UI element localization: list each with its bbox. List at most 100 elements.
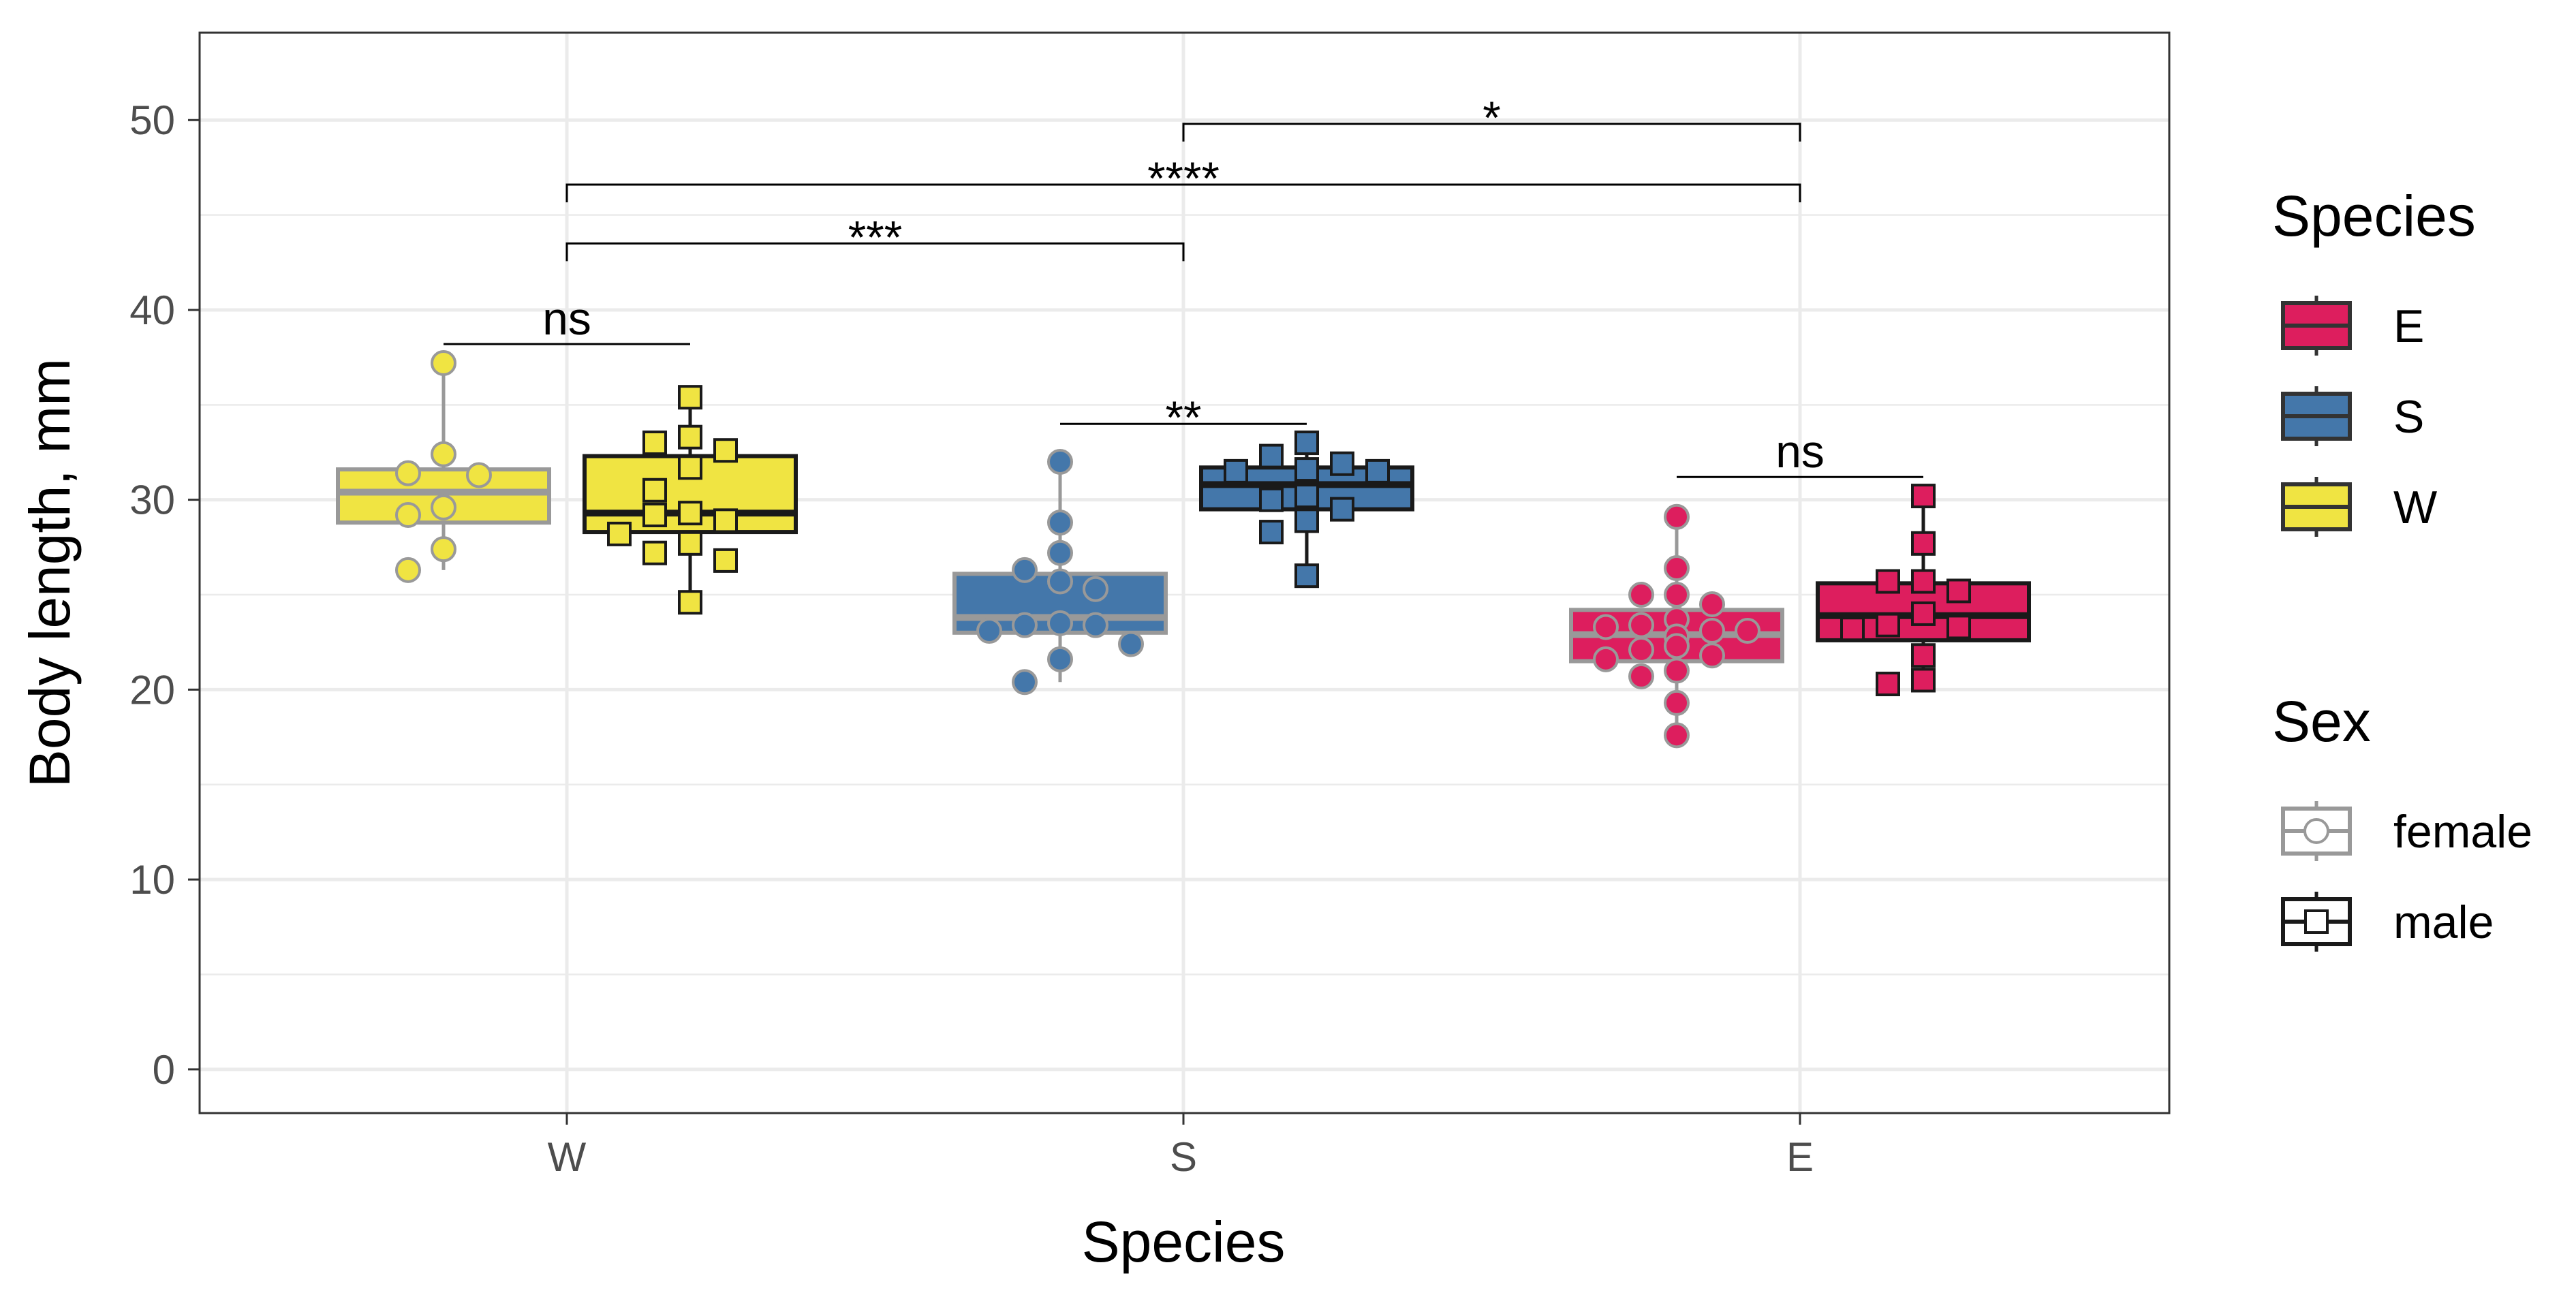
data-point-S-female [1047, 610, 1073, 636]
point-layer [395, 349, 1971, 749]
data-point-E-male [1911, 643, 1936, 668]
data-point-E-male [1911, 531, 1936, 556]
x-tick-label: S [1170, 1134, 1197, 1180]
y-tick-label: 40 [129, 287, 175, 333]
y-tick-label: 0 [153, 1047, 175, 1093]
data-point-W-female [395, 460, 421, 486]
data-point-W-male [678, 455, 702, 480]
data-point-S-male [1330, 497, 1354, 522]
legend-sex-key-male: male [2281, 892, 2494, 952]
legend-species-label: W [2393, 482, 2437, 533]
data-point-E-male [1911, 601, 1936, 626]
data-point-W-male [678, 531, 702, 556]
legend-species-key-S: S [2281, 386, 2424, 446]
data-point-E-female [1664, 722, 1690, 749]
data-point-E-female [1628, 582, 1654, 608]
x-axis-title: Species [1082, 1210, 1286, 1274]
data-point-E-male [1876, 672, 1900, 697]
data-point-E-female [1664, 582, 1690, 608]
data-point-W-male [678, 501, 702, 526]
significance-bracket: ** [1060, 392, 1307, 443]
data-point-W-male [678, 590, 702, 615]
data-point-E-male [1911, 668, 1936, 693]
data-point-W-male [642, 431, 667, 456]
significance-bracket: ns [444, 293, 690, 345]
data-point-E-female [1664, 503, 1690, 530]
bracket-line [565, 183, 1801, 202]
data-point-S-female [1012, 612, 1038, 638]
data-point-S-female [1047, 540, 1073, 566]
significance-bracket: * [1182, 92, 1801, 144]
data-point-E-female [1628, 663, 1654, 689]
legend-key-circle-shape [2303, 818, 2329, 844]
legend-sex-title: Sex [2272, 689, 2371, 753]
data-point-E-female [1699, 591, 1725, 617]
grid-lines [200, 33, 2169, 1113]
data-point-W-male [713, 508, 738, 533]
data-point-W-male [642, 540, 667, 565]
data-point-E-male [1876, 569, 1900, 594]
significance-label: *** [848, 211, 902, 263]
data-point-E-male [1911, 569, 1936, 594]
data-point-S-female [1012, 557, 1038, 583]
data-point-W-female [431, 494, 456, 520]
data-point-S-male [1294, 484, 1319, 509]
data-point-W-male [713, 438, 738, 463]
data-point-W-male [642, 502, 667, 527]
data-point-S-female [976, 618, 1002, 644]
significance-label: ** [1166, 392, 1202, 443]
data-point-W-female [395, 501, 421, 528]
data-point-E-male [1946, 614, 1971, 640]
bracket-line [1182, 123, 1801, 142]
significance-label: **** [1147, 153, 1220, 204]
legend-sex-label: male [2393, 896, 2494, 948]
significance-label: * [1483, 92, 1500, 144]
data-point-E-male [1946, 578, 1971, 604]
legend-species-key-W: W [2281, 477, 2437, 537]
legend-species-label: S [2393, 391, 2424, 443]
data-point-S-male [1294, 431, 1319, 456]
data-point-E-female [1664, 633, 1690, 659]
legend-key-square-shape [2304, 909, 2329, 934]
data-point-W-male [678, 385, 702, 410]
data-point-S-female [1047, 568, 1073, 595]
data-point-W-male [713, 548, 738, 573]
data-point-E-female [1628, 612, 1654, 638]
data-point-W-female [431, 441, 456, 467]
data-point-E-female [1699, 618, 1725, 644]
data-point-W-female [431, 536, 456, 563]
data-point-S-female [1012, 669, 1038, 696]
data-point-S-female [1083, 612, 1108, 638]
data-point-E-female [1735, 618, 1760, 644]
data-point-W-female [395, 557, 421, 583]
data-point-E-male [1876, 612, 1900, 638]
data-point-E-female [1664, 689, 1690, 716]
data-point-E-male [1840, 616, 1865, 642]
data-point-E-female [1628, 636, 1654, 663]
legend-sex-label: female [2393, 806, 2532, 858]
data-point-S-male [1330, 451, 1354, 476]
data-point-S-female [1118, 631, 1144, 657]
data-point-W-male [607, 521, 632, 546]
data-point-W-female [466, 462, 492, 488]
bracket-line [565, 242, 1185, 262]
data-point-S-female [1047, 646, 1073, 672]
data-point-S-male [1259, 443, 1284, 469]
data-point-W-male [678, 424, 702, 450]
data-point-S-male [1294, 563, 1319, 589]
data-point-E-male [1911, 484, 1936, 509]
data-point-S-male [1224, 458, 1248, 484]
x-tick-label: W [548, 1134, 587, 1180]
data-point-S-female [1047, 510, 1073, 536]
data-point-S-female [1047, 448, 1073, 475]
significance-label: ns [542, 293, 591, 345]
data-point-S-female [1083, 576, 1108, 602]
data-point-E-female [1593, 614, 1619, 640]
legend-species-title: Species [2272, 184, 2476, 248]
y-tick-label: 30 [129, 478, 175, 523]
data-point-S-male [1294, 457, 1319, 482]
legend-species-label: E [2393, 300, 2424, 352]
significance-bracket: ns [1677, 426, 1923, 478]
